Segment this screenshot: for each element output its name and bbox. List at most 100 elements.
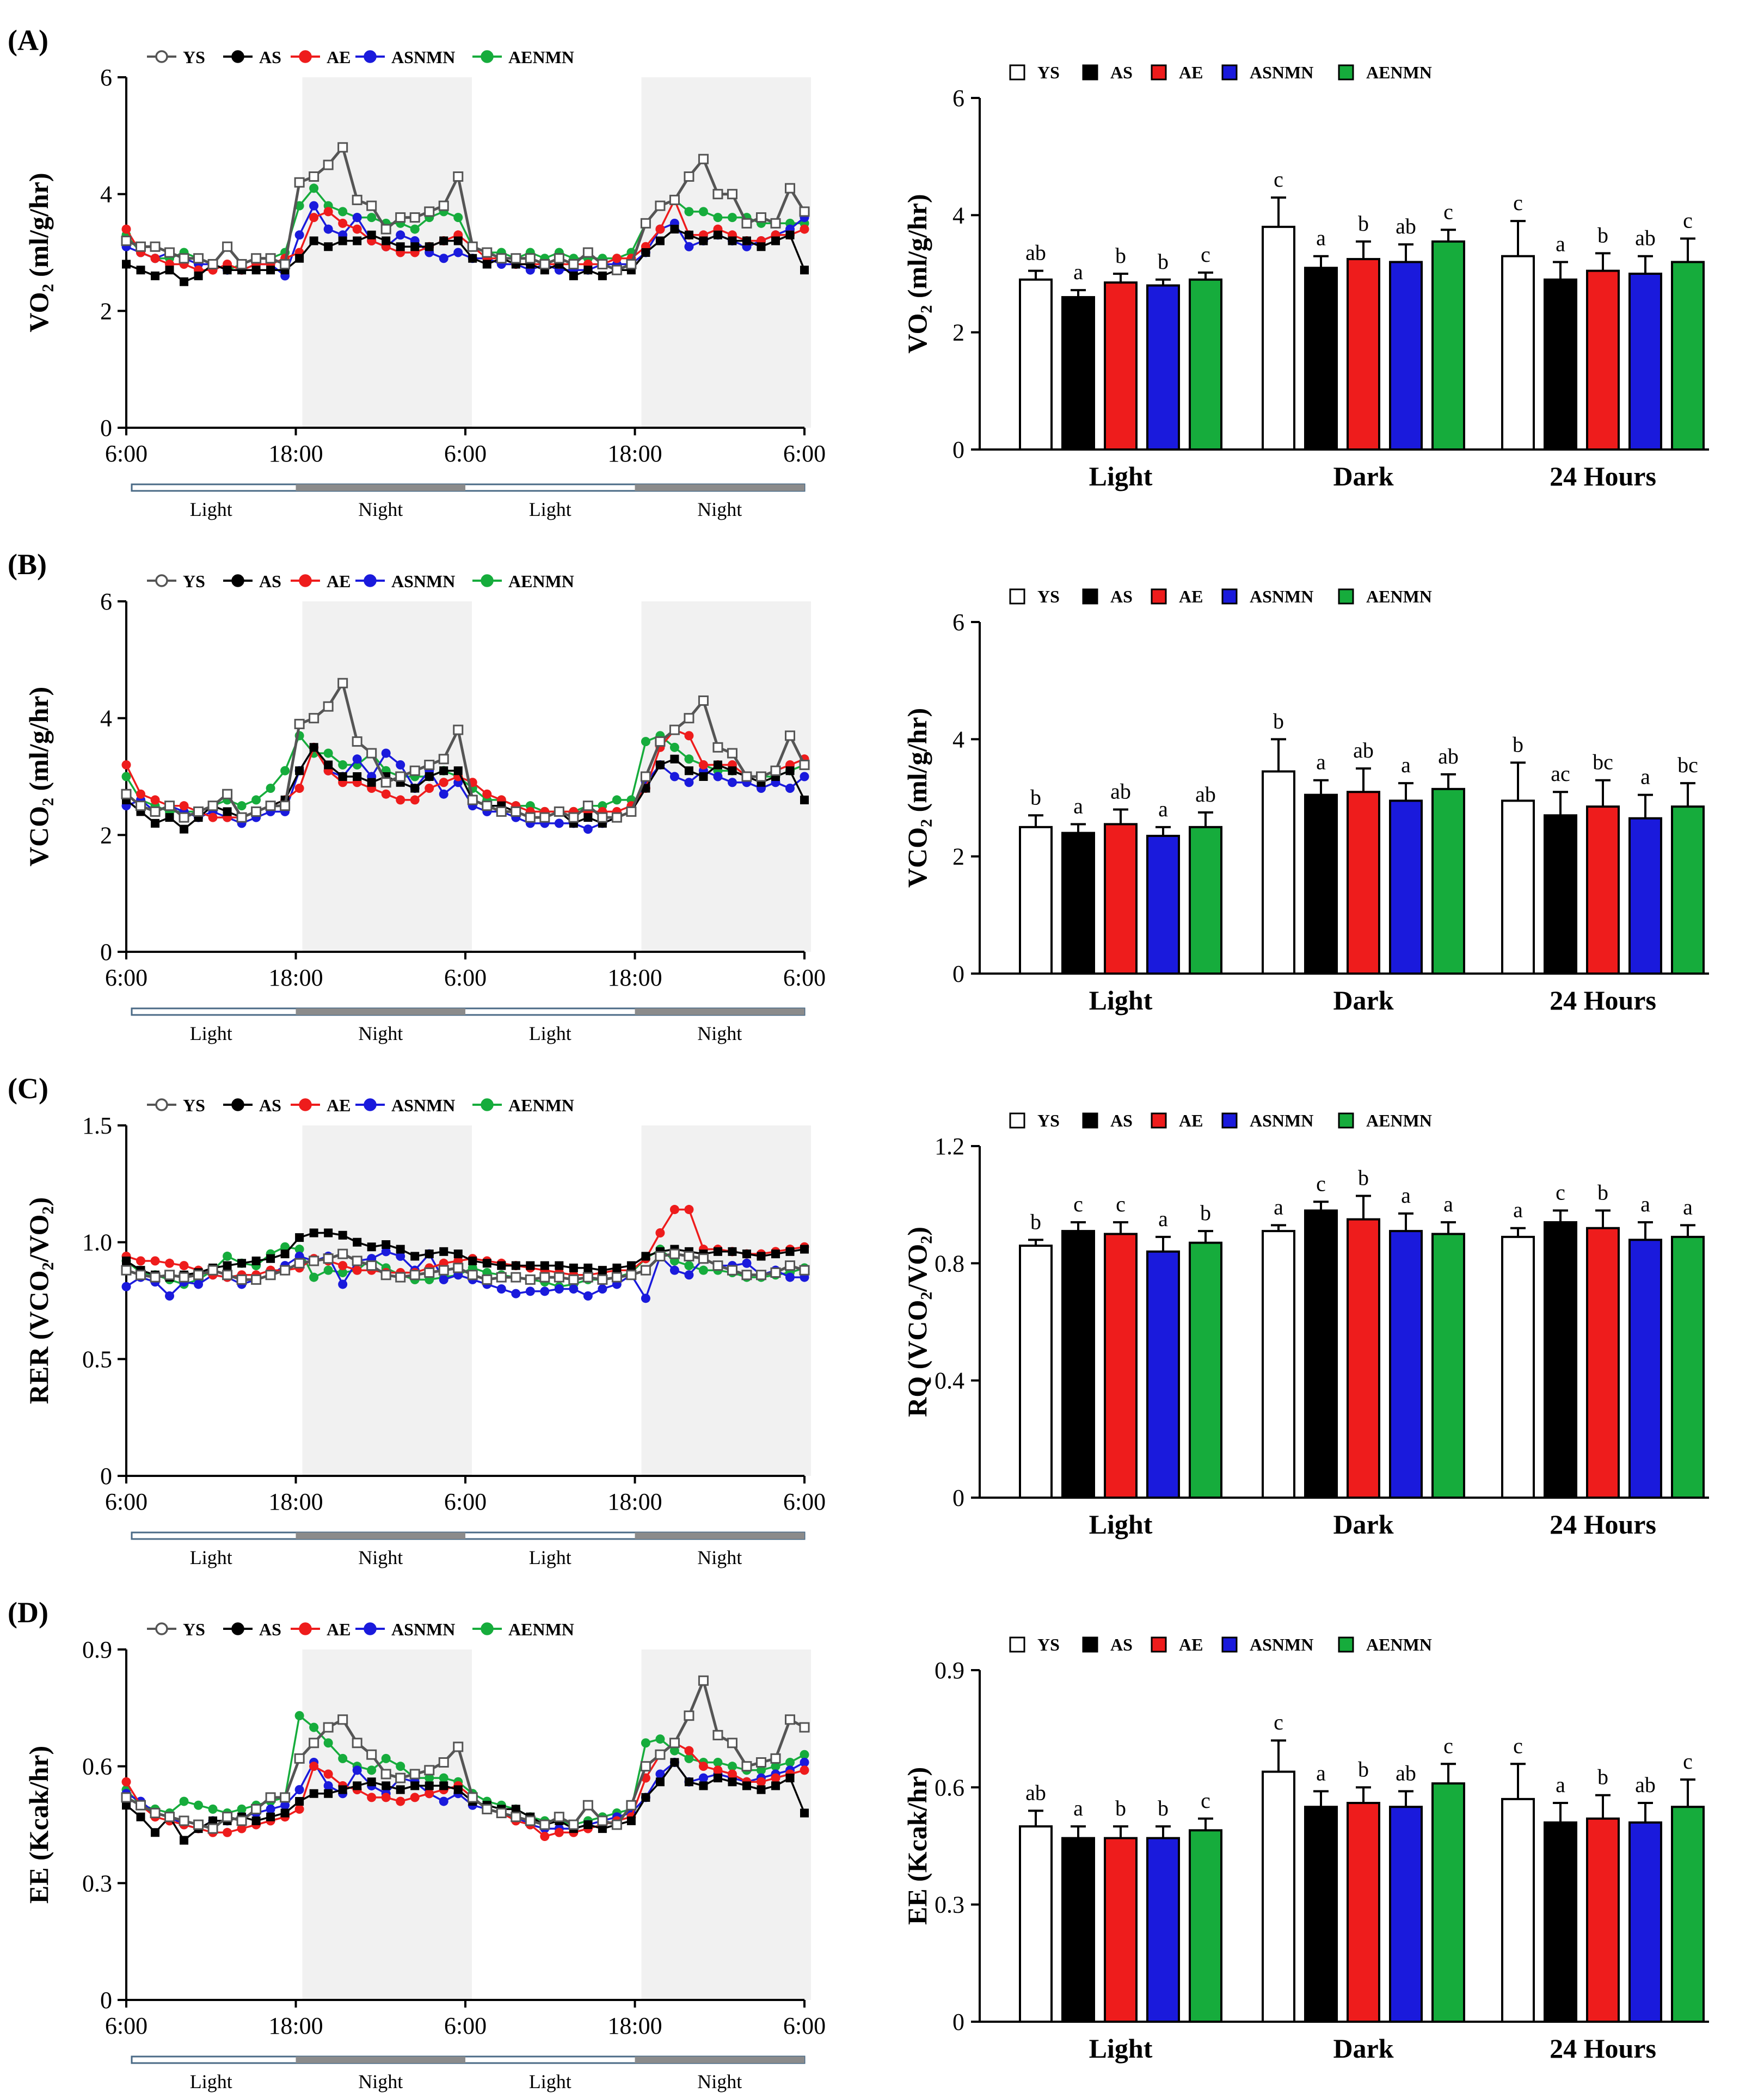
data-point bbox=[425, 1249, 434, 1259]
data-point bbox=[208, 812, 218, 822]
data-point bbox=[785, 1272, 795, 1282]
data-point bbox=[597, 812, 608, 823]
data-point bbox=[396, 1785, 405, 1794]
legend-marker bbox=[364, 1622, 377, 1635]
data-point bbox=[554, 1284, 564, 1294]
data-point bbox=[352, 736, 362, 747]
data-point bbox=[712, 189, 723, 200]
data-point bbox=[410, 1781, 420, 1790]
data-point bbox=[453, 213, 463, 223]
data-point bbox=[338, 207, 348, 217]
phase-strip-night bbox=[296, 2057, 465, 2063]
bar-ys bbox=[1262, 1230, 1295, 1499]
bar-aenmn bbox=[1431, 240, 1465, 451]
data-point bbox=[236, 258, 247, 269]
data-point bbox=[784, 1260, 795, 1271]
legend-label: YS bbox=[1037, 63, 1060, 82]
x-tick-label: 6:00 bbox=[444, 1488, 487, 1515]
legend-swatch bbox=[1338, 64, 1354, 81]
data-point bbox=[194, 271, 203, 280]
data-point bbox=[309, 1255, 319, 1266]
significance-letter: c bbox=[1316, 1171, 1326, 1196]
legend-label: AS bbox=[259, 1095, 281, 1115]
data-point bbox=[381, 1753, 391, 1763]
x-tick-label: 18:00 bbox=[268, 1488, 323, 1515]
y-tick-label: 1.5 bbox=[82, 1112, 112, 1139]
legend-label: ASNMN bbox=[391, 47, 455, 67]
night-shade bbox=[641, 77, 811, 428]
y-tick-label: 0.6 bbox=[82, 1753, 112, 1780]
data-point bbox=[728, 766, 737, 775]
data-point bbox=[699, 772, 708, 781]
significance-letter: b bbox=[1513, 732, 1523, 756]
data-point bbox=[684, 230, 693, 239]
legend-marker bbox=[155, 50, 168, 63]
data-point bbox=[626, 1800, 637, 1811]
data-point bbox=[757, 1785, 766, 1794]
data-point bbox=[699, 236, 708, 245]
data-point bbox=[381, 1793, 391, 1802]
significance-letter: c bbox=[1556, 1180, 1565, 1204]
bar-ae bbox=[1586, 269, 1620, 451]
significance-letter: c bbox=[1513, 1733, 1523, 1758]
bar-legend-item-asnmn: ASNMN bbox=[1221, 63, 1313, 82]
category-label: 24 Hours bbox=[1550, 461, 1656, 491]
data-point bbox=[121, 1282, 131, 1291]
legend-label: YS bbox=[183, 1095, 205, 1115]
legend-label: ASNMN bbox=[391, 571, 455, 591]
data-point bbox=[727, 778, 737, 787]
data-point bbox=[525, 253, 536, 264]
significance-letter: b bbox=[1597, 1765, 1608, 1789]
significance-letter: a bbox=[1640, 1192, 1650, 1216]
bar-ys bbox=[1501, 1797, 1535, 2023]
data-point bbox=[395, 1272, 406, 1283]
bar-group-light: b c c a b Light bbox=[1019, 1192, 1222, 1540]
data-point bbox=[323, 1265, 333, 1275]
data-point bbox=[655, 236, 665, 245]
significance-letter: ab bbox=[1195, 782, 1216, 807]
legend-label: AENMN bbox=[508, 571, 574, 591]
data-point bbox=[338, 1753, 348, 1763]
legend-swatch bbox=[1151, 64, 1167, 81]
data-point bbox=[410, 224, 420, 234]
significance-letter: a bbox=[1556, 1772, 1565, 1797]
significance-letter: a bbox=[1513, 1198, 1523, 1222]
data-point bbox=[266, 1254, 275, 1263]
data-point bbox=[539, 258, 550, 269]
data-point bbox=[727, 1769, 737, 1779]
data-point bbox=[482, 260, 491, 269]
panel-b: (B) 0 2 4 6 VCO₂ (ml/g/hr) 6:00 18:00 6:00 18:00 6… bbox=[8, 548, 1709, 1044]
data-point bbox=[338, 218, 348, 228]
data-point bbox=[121, 1265, 132, 1276]
legend-marker bbox=[299, 1098, 312, 1111]
data-point bbox=[179, 801, 189, 811]
data-point bbox=[684, 1205, 694, 1215]
data-point bbox=[352, 1738, 362, 1749]
bar-asnmn bbox=[1389, 799, 1423, 975]
data-point bbox=[655, 1734, 665, 1744]
data-point bbox=[424, 1765, 435, 1776]
data-point bbox=[337, 1248, 348, 1259]
data-point bbox=[785, 1758, 795, 1768]
legend-marker bbox=[481, 574, 494, 587]
data-point bbox=[684, 778, 694, 787]
data-point bbox=[800, 266, 809, 275]
bar-ae bbox=[1347, 791, 1380, 975]
data-point bbox=[756, 1777, 766, 1787]
data-point bbox=[395, 1772, 406, 1783]
data-point bbox=[799, 1265, 810, 1276]
data-point bbox=[569, 1263, 578, 1272]
data-point bbox=[251, 1257, 261, 1266]
significance-letter: b bbox=[1358, 1166, 1369, 1190]
data-point bbox=[569, 271, 578, 280]
data-point bbox=[424, 760, 435, 771]
legend-item-aenmn: AENMN bbox=[472, 571, 574, 591]
data-point bbox=[121, 760, 131, 770]
y-tick-label: 0 bbox=[100, 1987, 112, 2014]
legend-swatch bbox=[1009, 1112, 1025, 1129]
data-point bbox=[482, 1259, 491, 1268]
significance-letter: ab bbox=[1396, 214, 1416, 238]
panel-d: (D) 0 0.3 0.6 0.9 EE (Kcak/hr) 6:00 18:00 6:00 18… bbox=[8, 1596, 1709, 2092]
